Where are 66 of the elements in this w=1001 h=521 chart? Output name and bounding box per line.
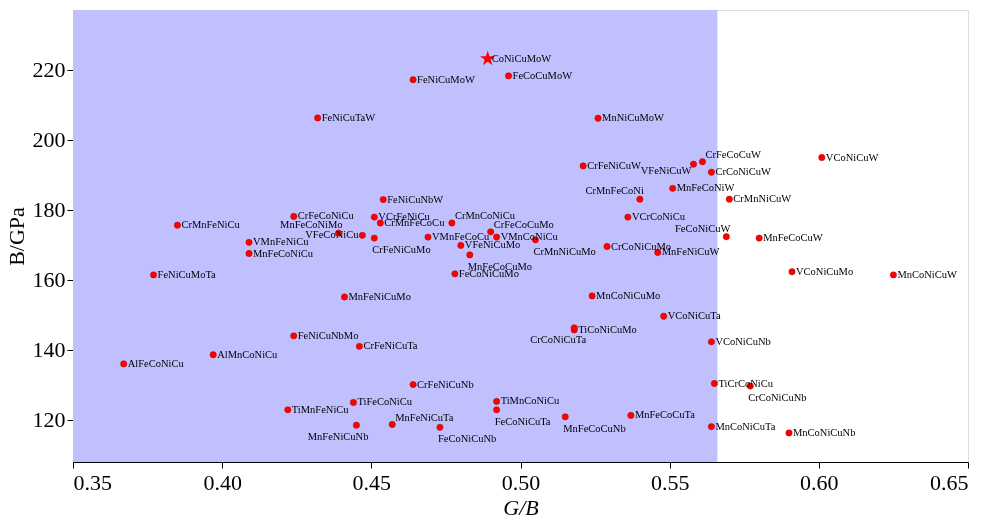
annotation: TiMnFeNiCu	[291, 403, 350, 415]
x-tick-label: 0.35	[73, 469, 112, 495]
annotation: FeNiCuMoW	[417, 73, 475, 85]
annotation: AlFeCoNiCu	[127, 357, 185, 369]
x-tick-label: 0.50	[501, 469, 541, 495]
y-tick-label: 200	[32, 127, 66, 153]
annotation: FeCoNiCuNb	[437, 433, 497, 445]
x-tick-label: 0.60	[800, 469, 839, 495]
annotation: MnCoNiCuW	[897, 268, 958, 280]
annotation: VCoNiCuNb	[715, 335, 771, 347]
annotation: MnFeCoCuTa	[634, 409, 696, 421]
annotation: FeCoNiCuTa	[494, 415, 551, 427]
annotation: MnFeCoNiCu	[253, 247, 314, 259]
annotation: FeNiCuTaW	[321, 111, 376, 123]
annotation: TiFeCoNiCu	[357, 396, 413, 408]
annotation: MnCoNiCuMo	[596, 289, 661, 301]
annotation: FeNiCuNbMo	[297, 329, 359, 341]
annotation: FeCoNiCuW	[674, 222, 731, 234]
annotation: TiCrCoNiCu	[718, 377, 774, 389]
y-tick-label: 180	[32, 197, 66, 223]
y-axis-title: B/GPa	[3, 206, 29, 266]
annotation: MnFeNiCuTa	[395, 411, 454, 423]
annotation: CrMnNiCuW	[733, 193, 792, 205]
annotation: MnFeNiCuMo	[348, 290, 411, 302]
annotation: FeNiCuNbW	[387, 193, 444, 205]
annotation: CrFeNiCuTa	[363, 340, 418, 352]
annotation: TiMnCoNiCu	[500, 395, 560, 407]
annotation: CrMnFeCoNi	[585, 185, 644, 197]
annotation: AlMnCoNiCu	[217, 348, 279, 360]
annotation: CrMnFeNiCu	[181, 219, 241, 231]
x-axis-title: G/B	[503, 494, 539, 520]
annotation: CrFeCoCuW	[705, 148, 761, 160]
x-tick-label: 0.40	[203, 469, 242, 495]
annotation: VCoNiCuMo	[795, 265, 854, 277]
x-tick-label: 0.45	[352, 469, 392, 495]
annotation: MnFeCoNiW	[676, 182, 735, 194]
annotation: CrFeNiCuMo	[372, 244, 431, 256]
annotation: MnCoNiCuNb	[793, 426, 856, 438]
y-tick-label: 160	[32, 267, 66, 293]
annotation: MnFeCoCuNb	[563, 422, 626, 434]
annotation: MnFeCoCuW	[763, 232, 823, 244]
annotation: CoNiCuMoW	[491, 52, 552, 64]
annotation: CrCoNiCuNb	[748, 391, 807, 403]
annotation: FeNiCuMoTa	[157, 268, 217, 280]
x-tick-label: 0.55	[650, 469, 690, 495]
annotation: FeCoCuMoW	[512, 69, 573, 81]
annotation: MnNiCuMoW	[602, 112, 664, 124]
annotation: CrCoNiCuW	[715, 166, 771, 178]
annotation: TiCoNiCuMo	[578, 323, 637, 335]
annotation: MnCoNiCuTa	[715, 420, 776, 432]
y-tick-label: 220	[32, 57, 66, 83]
annotation: CrFeNiCuW	[587, 159, 641, 171]
annotation: CrFeCoNiCu	[297, 210, 355, 222]
y-tick-label: 140	[32, 337, 66, 363]
annotation: CrFeNiCuNb	[417, 378, 474, 390]
y-tick-label: 120	[32, 407, 66, 433]
x-tick-label: 0.65	[930, 469, 969, 495]
annotation: CrCoNiCuTa	[530, 333, 587, 345]
annotation: MnFeCoNiMo	[280, 219, 343, 231]
annotation: VCrCoNiCu	[631, 211, 686, 223]
annotation: CrMnNiCuMo	[533, 245, 596, 257]
annotation: VFeCoNiCu	[305, 229, 360, 241]
annotation: VCoNiCuW	[825, 151, 879, 163]
annotation: VCoNiCuTa	[667, 310, 721, 322]
annotation: MnFeNiCuNb	[307, 431, 369, 443]
annotation: VFeNiCuW	[640, 165, 692, 177]
